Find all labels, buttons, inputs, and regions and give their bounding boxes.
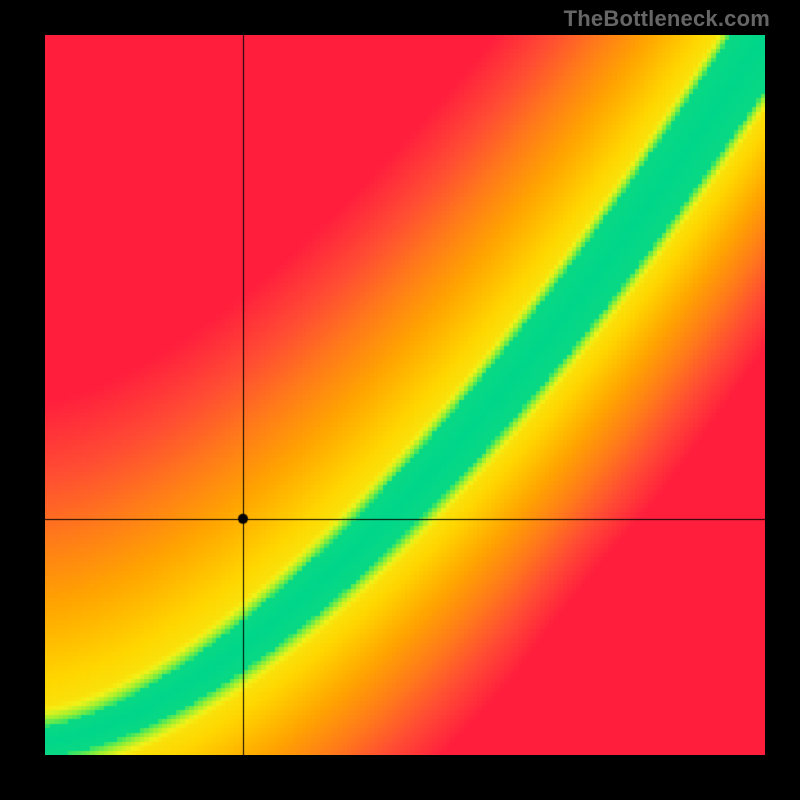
watermark-text: TheBottleneck.com <box>564 6 770 32</box>
bottleneck-heatmap <box>45 35 765 755</box>
chart-container: TheBottleneck.com <box>0 0 800 800</box>
